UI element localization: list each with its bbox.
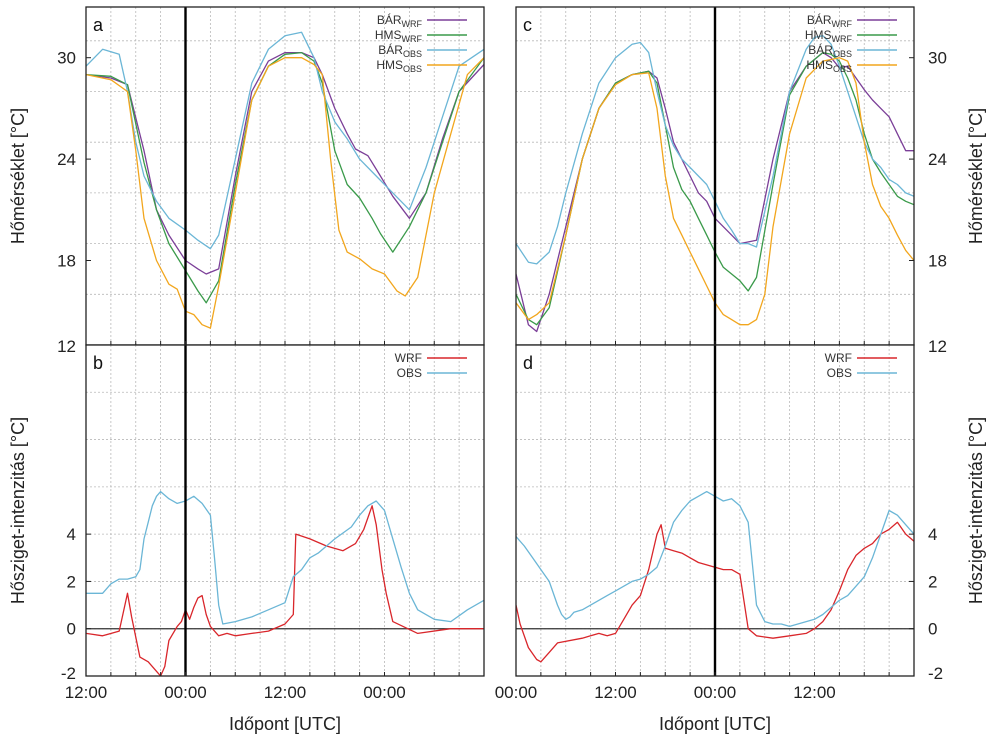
x-tick-label: 00:00 (363, 683, 406, 702)
legend-label-main: OBS (397, 366, 422, 380)
x-tick-label: 12:00 (264, 683, 307, 702)
y-tick-label: 30 (57, 49, 76, 68)
x-tick-label: 12:00 (793, 683, 836, 702)
panel-letter: b (93, 353, 103, 373)
series-group (516, 35, 914, 333)
y-tick-label: -2 (928, 664, 943, 683)
series-line-bár-obs (516, 35, 914, 265)
legend-label-main: WRF (825, 351, 852, 365)
legend-label-subscript: WRF (402, 19, 423, 29)
legend-label-subscript: OBS (403, 64, 422, 74)
y-axis-label: Hőmérséklet [°C] (8, 108, 28, 244)
grid (516, 7, 914, 345)
legend-label-main: HMS (376, 58, 403, 72)
series-line-bár-wrf (86, 51, 484, 275)
panel-d: -2 0 2 4 12 00:00 12:00 00:00 12:00 Időpont [UTC]… (495, 337, 986, 734)
legend-label-subscript: WRF (832, 19, 853, 29)
y-tick-label: 4 (67, 525, 76, 544)
legend-label-subscript: WRF (402, 34, 423, 44)
legend-label-main: BÁR (807, 12, 832, 27)
series-line-bár-obs (86, 31, 484, 250)
legend-label-main: HMS (806, 58, 833, 72)
series-line-hms-obs (516, 57, 914, 326)
y-tick-label: 24 (57, 150, 76, 169)
y-tick-label: 18 (928, 252, 947, 271)
legend-label-subscript: OBS (833, 49, 852, 59)
legend-label: OBS (827, 366, 852, 380)
series-group (86, 31, 484, 329)
y-tick-label: 12 (57, 337, 76, 356)
legend-label: HMSWRF (375, 28, 423, 44)
y-axis-label: Hősziget-intenzitás [°C] (8, 417, 28, 604)
legend-label: BÁRWRF (807, 12, 853, 29)
legend-label-subscript: OBS (833, 64, 852, 74)
legend-label-main: BÁR (808, 42, 833, 57)
x-axis-label: Időpont [UTC] (229, 714, 341, 734)
legend-label-main: HMS (375, 28, 402, 42)
legend-label-subscript: OBS (403, 49, 422, 59)
y-tick-label: 2 (67, 572, 76, 591)
y-tick-label: 4 (928, 525, 937, 544)
y-axis-label: Hősziget-intenzitás [°C] (966, 417, 986, 604)
y-tick-label: -2 (61, 664, 76, 683)
series-line-hms-obs (86, 57, 484, 329)
y-axis-label: Hőmérséklet [°C] (966, 108, 986, 244)
legend-label-subscript: WRF (832, 34, 853, 44)
legend-label: WRF (395, 351, 422, 365)
legend-label: HMSOBS (806, 58, 852, 74)
legend-label-main: WRF (395, 351, 422, 365)
y-tick-label: 30 (928, 49, 947, 68)
series-line-wrf (86, 505, 484, 676)
series-line-obs (86, 490, 484, 625)
legend-label-main: OBS (827, 366, 852, 380)
y-tick-label: 18 (57, 252, 76, 271)
panel-b: -2 0 2 4 12 12:00 00:00 12:00 00:00 Időpont [UTC]… (8, 337, 485, 734)
legend-label: WRF (825, 351, 852, 365)
x-axis-label: Időpont [UTC] (659, 714, 771, 734)
legend-label: HMSOBS (376, 58, 422, 74)
series-line-wrf (516, 521, 914, 663)
series-line-obs (516, 490, 914, 628)
y-tick-label: 0 (67, 620, 76, 639)
legend-label-main: BÁR (377, 12, 402, 27)
series-line-hms-wrf (86, 51, 484, 304)
legend-label: BÁROBS (808, 42, 852, 59)
legend-label-main: HMS (805, 28, 832, 42)
series-group (86, 490, 484, 676)
panel-letter: d (523, 353, 533, 373)
x-tick-label: 12:00 (65, 683, 108, 702)
legend-label-main: BÁR (378, 42, 403, 57)
y-tick-label: 12 (928, 337, 947, 356)
legend-label: HMSWRF (805, 28, 853, 44)
legend-label: OBS (397, 366, 422, 380)
x-tick-label: 00:00 (164, 683, 207, 702)
panel-letter: a (93, 15, 104, 35)
x-tick-label: 12:00 (594, 683, 637, 702)
y-tick-label: 0 (928, 620, 937, 639)
legend-label: BÁRWRF (377, 12, 423, 29)
x-tick-label: 00:00 (495, 683, 538, 702)
y-tick-label: 24 (928, 150, 947, 169)
y-tick-label: 2 (928, 572, 937, 591)
grid (516, 345, 914, 676)
panel-letter: c (523, 15, 532, 35)
x-tick-label: 00:00 (694, 683, 737, 702)
grid (86, 7, 484, 345)
series-group (516, 490, 914, 663)
legend-label: BÁROBS (378, 42, 422, 59)
